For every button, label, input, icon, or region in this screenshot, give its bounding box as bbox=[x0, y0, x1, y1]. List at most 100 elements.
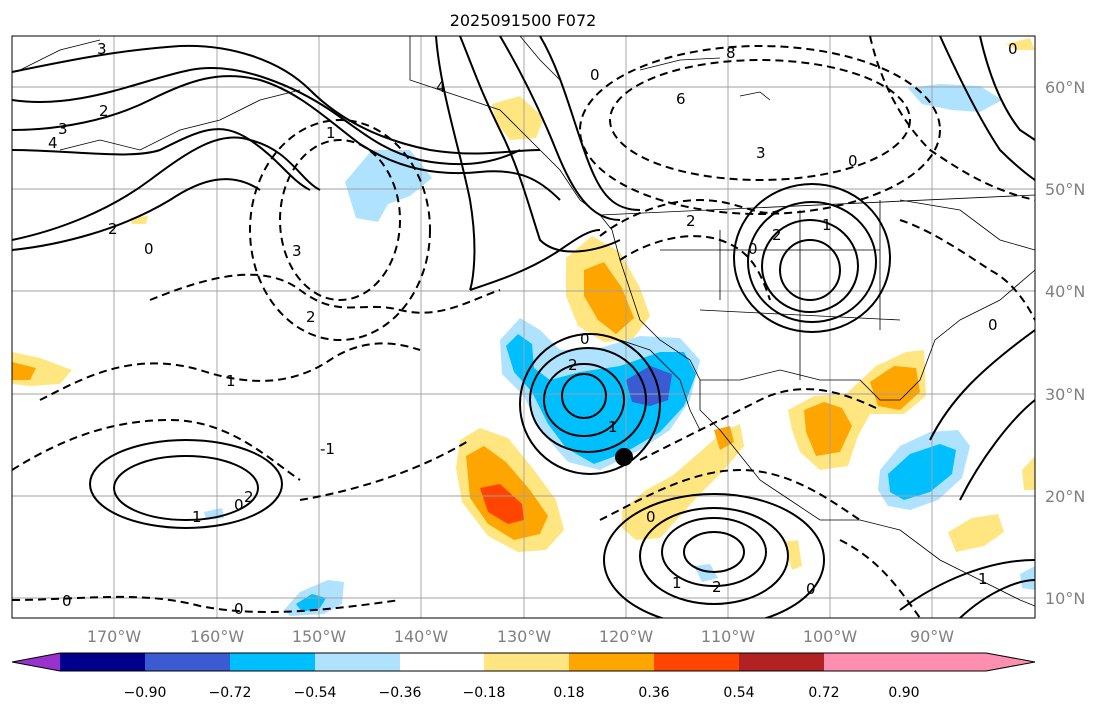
lon-label: 90°W bbox=[910, 627, 954, 646]
colorbar-bin bbox=[484, 653, 569, 671]
lon-label: 160°W bbox=[190, 627, 245, 646]
positive-anomaly-region bbox=[1006, 38, 1035, 50]
positive-contour bbox=[469, 229, 601, 291]
latitude-labels: 60°N 50°N 40°N 30°N 20°N 10°N bbox=[1045, 78, 1085, 608]
colorbar-tick-label: −0.72 bbox=[209, 685, 252, 701]
figure-title: 2025091500 F072 bbox=[450, 11, 597, 30]
map-frame bbox=[11, 35, 1036, 619]
contour-label: 2 bbox=[686, 212, 696, 230]
positive-contour bbox=[959, 399, 1035, 501]
lat-label: 40°N bbox=[1045, 282, 1085, 301]
negative-contour bbox=[609, 59, 911, 181]
contour-label: 0 bbox=[646, 508, 656, 526]
colorbar-under-triangle bbox=[12, 653, 60, 671]
positive-anomaly-region bbox=[804, 402, 852, 456]
colorbar: −0.90 −0.72 −0.54 −0.36 −0.18 0.18 0.36 … bbox=[11, 652, 1036, 701]
colorbar-bin bbox=[400, 653, 484, 671]
positive-contour bbox=[529, 347, 647, 453]
lat-label: 50°N bbox=[1045, 180, 1085, 199]
positive-contour bbox=[89, 439, 283, 529]
positive-contour bbox=[499, 36, 621, 221]
lon-label: 150°W bbox=[292, 627, 347, 646]
lon-label: 120°W bbox=[599, 627, 654, 646]
contour-label: 0 bbox=[234, 600, 244, 618]
contour-label: 2 bbox=[244, 488, 254, 506]
negative-contour bbox=[12, 418, 301, 481]
positive-contour bbox=[639, 507, 789, 605]
colorbar-tick-label: −0.90 bbox=[124, 685, 167, 701]
colorbar-bin bbox=[569, 653, 654, 671]
colorbar-bin bbox=[145, 653, 230, 671]
colorbar-bin bbox=[654, 653, 739, 671]
positive-contour bbox=[733, 183, 891, 333]
positive-contour bbox=[12, 67, 521, 166]
colorbar-tick-label: −0.54 bbox=[294, 685, 337, 701]
negative-contour bbox=[899, 219, 1035, 321]
contour-label: 0 bbox=[848, 152, 858, 170]
lon-label: 170°W bbox=[87, 627, 142, 646]
contour-label: 2 bbox=[99, 102, 109, 120]
contour-label: 0 bbox=[144, 240, 154, 258]
positive-contour bbox=[779, 239, 841, 301]
positive-contour bbox=[539, 36, 641, 211]
colorbar-bin bbox=[739, 653, 824, 671]
negative-contour bbox=[599, 468, 861, 521]
contour-label: 1 bbox=[608, 418, 618, 436]
negative-anomaly-region bbox=[694, 564, 718, 582]
contour-label: 0 bbox=[590, 66, 600, 84]
contour-label: 1 bbox=[226, 372, 236, 390]
contour-label: 3 bbox=[58, 120, 68, 138]
colorbar-tick-label: 0.72 bbox=[808, 685, 839, 701]
negative-contour bbox=[299, 439, 471, 501]
lon-label: 140°W bbox=[394, 627, 449, 646]
colorbar-outline bbox=[11, 652, 1036, 672]
negative-contour bbox=[869, 36, 1035, 201]
map-panel: 3 2 3 4 4 0 8 1 6 3 0 2 0 2 3 2 2 0 1 1 bbox=[11, 35, 1036, 619]
positive-contour bbox=[929, 329, 1035, 441]
colorbar-tick-label: 0.54 bbox=[723, 685, 754, 701]
positive-contour bbox=[459, 36, 621, 253]
contour-lines-dashed bbox=[12, 36, 1035, 618]
positive-contour bbox=[683, 531, 745, 573]
negative-contour bbox=[39, 342, 421, 401]
colorbar-tick-label: 0.18 bbox=[553, 685, 584, 701]
positive-contour bbox=[519, 333, 661, 475]
positive-contour bbox=[12, 128, 311, 191]
positive-anomaly-region bbox=[12, 362, 36, 380]
positive-anomaly-region bbox=[480, 484, 524, 524]
positive-anomaly-region bbox=[870, 366, 920, 410]
negative-anomaly-region bbox=[296, 594, 326, 612]
contour-label: 0 bbox=[580, 330, 590, 348]
negative-anomaly-region bbox=[1020, 566, 1035, 590]
contour-label: 1 bbox=[822, 216, 832, 234]
contour-label: 4 bbox=[48, 134, 58, 152]
contour-label: 3 bbox=[97, 40, 107, 58]
negative-contour bbox=[639, 388, 881, 461]
contour-label: 2 bbox=[568, 356, 578, 374]
positive-contour bbox=[603, 493, 825, 618]
contour-label: -1 bbox=[320, 440, 335, 458]
negative-contour bbox=[579, 45, 941, 215]
contour-label: 2 bbox=[306, 308, 316, 326]
positive-anomaly-region bbox=[948, 514, 1004, 552]
contour-label: 0 bbox=[62, 592, 72, 610]
positive-anomaly-region bbox=[714, 426, 734, 450]
graticule bbox=[12, 36, 1035, 618]
contour-label-group: 3 2 3 4 4 0 8 1 6 3 0 2 0 2 3 2 2 0 1 1 bbox=[48, 40, 1018, 618]
positive-anomaly-region bbox=[1022, 456, 1035, 490]
colorbar-over-triangle bbox=[986, 653, 1035, 671]
negative-contour bbox=[12, 595, 401, 613]
negative-contour bbox=[839, 539, 921, 618]
positive-anomaly-region bbox=[584, 262, 634, 334]
contour-label: 1 bbox=[192, 508, 202, 526]
lat-label: 10°N bbox=[1045, 589, 1085, 608]
contour-label: 2 bbox=[108, 220, 118, 238]
contour-lines bbox=[12, 36, 1035, 618]
positive-contour bbox=[899, 559, 1035, 611]
lat-label: 20°N bbox=[1045, 487, 1085, 506]
contour-label: 0 bbox=[234, 496, 244, 514]
negative-contour bbox=[619, 235, 771, 301]
positive-contour bbox=[761, 219, 859, 313]
positive-contour bbox=[543, 363, 625, 437]
